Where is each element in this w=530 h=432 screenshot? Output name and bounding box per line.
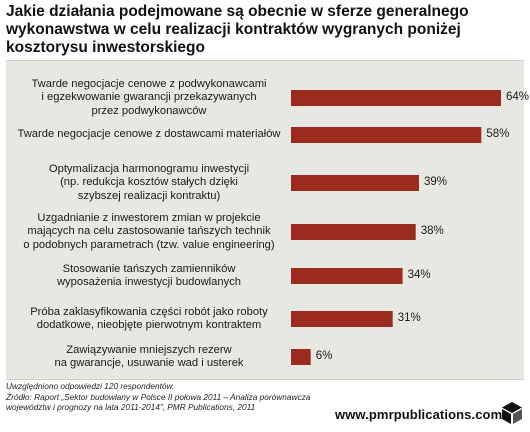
value-label: 34% (407, 269, 431, 281)
category-label-line: o podobnych parametrach (tzw. value engi… (23, 238, 275, 251)
category-label-line: mających na celu zastosowanie tańszych t… (27, 225, 271, 238)
bar (291, 127, 482, 143)
category-label-line: Optymalizacja harmonogramu inwestycji (48, 162, 250, 175)
chart-title-line: wykonawstwa w celu realizacji kontraktów… (6, 21, 461, 38)
category-label: Próba zaklasyfikowania części robót jako… (12, 306, 286, 333)
bar (291, 175, 419, 191)
bar (291, 90, 501, 106)
value-label: 6% (315, 350, 333, 362)
category-label: Zawiązywanie mniejszych rezerw na gwaranc… (12, 344, 286, 371)
category-label-line: Stosowanie tańszych zamienników (62, 262, 236, 275)
bar (291, 311, 393, 327)
category-label-line: na gwarancje, usuwanie wad i usterek (54, 357, 244, 369)
footnotes: Uwzględniono odpowiedzi 120 respondentów… (6, 381, 336, 413)
category-label: Twarde negocjacje cenowe z podwykonawcam… (12, 78, 286, 119)
bar (291, 224, 416, 240)
value-label: 58% (486, 128, 510, 140)
footnote-source-cont: województw i prognozy na lata 2011-2014”… (6, 402, 256, 413)
category-label-line: wyposażenia inwestycji budowlanych (56, 276, 242, 288)
category-label-line: Próba zaklasyfikowania części robót jako… (30, 305, 268, 318)
category-label-line: przez podwykonawców (91, 104, 207, 117)
category-label-line: dodatkowe, nieobjęte pierwotnym kontrakt… (36, 319, 262, 331)
value-label: 64% (506, 91, 530, 103)
category-label: Optymalizacja harmonogramu inwestycji (np… (12, 163, 286, 204)
category-label-line: (np. redukcja kosztów stałych dzięki (60, 176, 238, 189)
footnote-source: Źródło: Raport „Sektor budowlany w Polsc… (6, 391, 311, 402)
category-label: Stosowanie tańszych zamienników wyposażen… (12, 263, 286, 290)
cube-icon (502, 402, 522, 424)
category-label: Uzgadnianie z inwestorem zmian w projekc… (12, 212, 286, 253)
chart-panel (6, 60, 524, 380)
chart-title: Jakie działania podejmowane są obecnie w… (6, 3, 521, 57)
bar (291, 349, 311, 365)
value-label: 31% (397, 312, 421, 324)
category-label-line: Zawiązywanie mniejszych rezerw (66, 343, 232, 356)
category-label-line: szybszej realizacji kontraktu) (77, 189, 221, 202)
category-label-line: Twarde negocjacje cenowe z dostawcami ma… (17, 128, 281, 141)
brand-url[interactable]: www.pmrpublications.com (335, 407, 503, 422)
category-label: Twarde negocjacje cenowe z dostawcami ma… (12, 128, 286, 142)
value-label: 39% (423, 176, 447, 188)
footnote-respondents: Uwzględniono odpowiedzi 120 respondentów… (6, 381, 175, 391)
value-label: 38% (420, 225, 444, 237)
category-label-line: Uzgadnianie z inwestorem zmian w projekc… (37, 211, 261, 224)
chart-title-line: kosztorysu inwestorskiego (6, 39, 205, 56)
chart-title-line: Jakie działania podejmowane są obecnie w… (6, 3, 469, 20)
bar (291, 268, 403, 284)
category-label-line: i egzekwowanie gwarancji przekazywanych (41, 91, 257, 104)
category-label-line: Twarde negocjacje cenowe z podwykonawcam… (31, 77, 267, 90)
